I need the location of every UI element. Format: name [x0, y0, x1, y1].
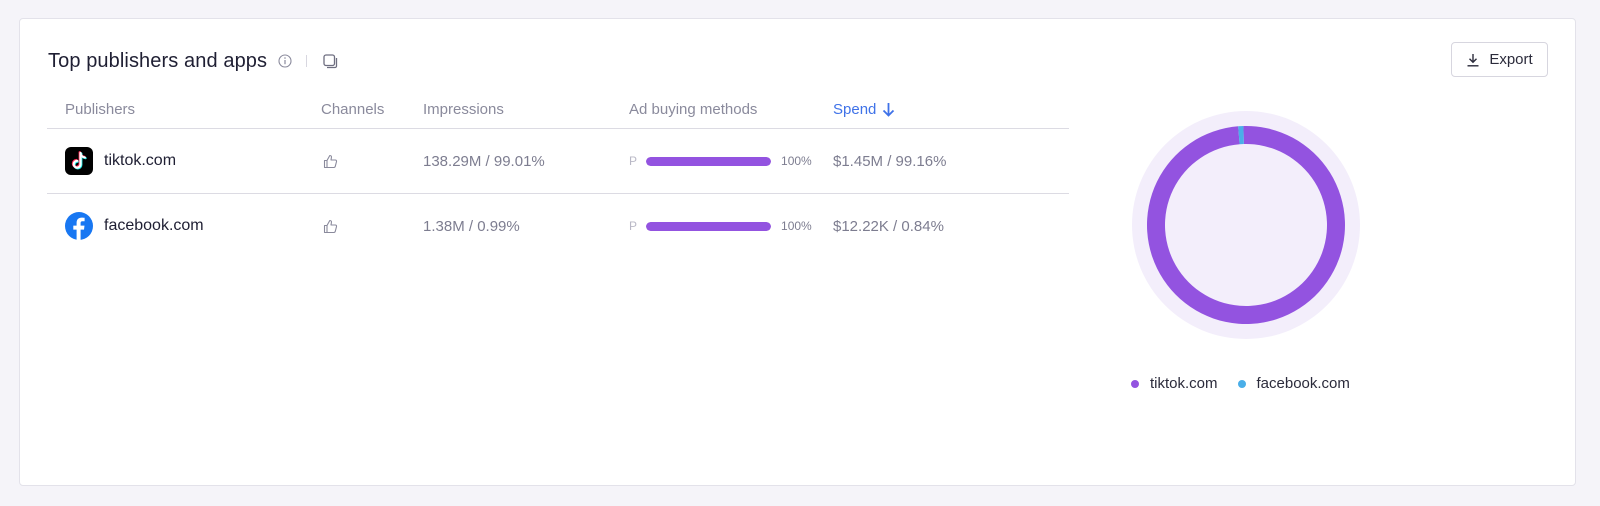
spend-cell: $12.22K / 0.84% [833, 217, 944, 235]
card-title: Top publishers and apps [48, 49, 268, 72]
column-ad-buying-methods[interactable]: Ad buying methods [629, 101, 758, 118]
spend-cell: $1.45M / 99.16% [833, 152, 947, 170]
column-spend-label: Spend [833, 101, 877, 118]
ad-buying-cell: P 100% [629, 194, 812, 258]
table-row[interactable]: facebook.com 1.38M / 0.99% P 100% $12.22… [47, 194, 1069, 258]
method-bar [646, 156, 772, 166]
legend-dot [1237, 379, 1246, 388]
legend-label: facebook.com [1256, 375, 1350, 392]
sort-down-arrow-icon [883, 103, 895, 117]
method-bar-fill [646, 156, 772, 166]
donut-chart [1131, 110, 1361, 340]
method-bar-fill [646, 221, 772, 231]
ad-buying-cell: P 100% [629, 129, 812, 193]
impressions-cell: 1.38M / 0.99% [423, 217, 520, 235]
channel-cell [323, 129, 338, 193]
method-letter: P [629, 219, 638, 233]
donut-slice-facebook-com[interactable] [1238, 126, 1244, 145]
legend-item[interactable]: tiktok.com [1131, 375, 1218, 392]
donut-chart-svg [1132, 111, 1360, 339]
column-impressions[interactable]: Impressions [423, 101, 504, 118]
tiktok-logo-icon [65, 147, 93, 175]
legend-item[interactable]: facebook.com [1237, 375, 1350, 392]
publisher-name[interactable]: facebook.com [104, 217, 204, 234]
method-percent: 100% [781, 154, 812, 168]
publisher-cell: facebook.com [65, 194, 204, 258]
chart-legend: tiktok.com facebook.com [1131, 375, 1370, 392]
column-channels[interactable]: Channels [321, 101, 385, 118]
publisher-name[interactable]: tiktok.com [104, 152, 177, 169]
download-icon [1467, 53, 1479, 67]
header-divider [306, 55, 308, 67]
publishers-card: Top publishers and apps Export Publisher… [19, 18, 1576, 486]
column-publishers[interactable]: Publishers [65, 101, 136, 118]
table-row[interactable]: tiktok.com 138.29M / 99.01% P 100% $1.45… [47, 129, 1069, 194]
method-bar [646, 221, 772, 231]
impressions-cell: 138.29M / 99.01% [423, 152, 545, 170]
channel-cell [323, 194, 338, 258]
column-spend[interactable]: Spend [833, 101, 895, 118]
donut-halo [1132, 111, 1360, 339]
method-percent: 100% [781, 219, 812, 233]
info-icon[interactable] [278, 54, 292, 68]
legend-dot [1131, 379, 1139, 388]
card-header: Top publishers and apps [48, 48, 339, 74]
table-header: Publishers Channels Impressions Ad buyin… [47, 95, 1069, 129]
publisher-cell: tiktok.com [65, 129, 176, 193]
method-letter: P [629, 154, 638, 168]
facebook-logo-icon [65, 212, 93, 240]
legend-label: tiktok.com [1150, 375, 1218, 392]
copy-icon[interactable] [321, 52, 339, 70]
export-button[interactable]: Export [1451, 42, 1548, 77]
export-label: Export [1489, 51, 1533, 68]
publishers-table: Publishers Channels Impressions Ad buyin… [47, 95, 1069, 258]
thumbs-up-icon [323, 219, 338, 233]
thumbs-up-icon [323, 154, 338, 168]
